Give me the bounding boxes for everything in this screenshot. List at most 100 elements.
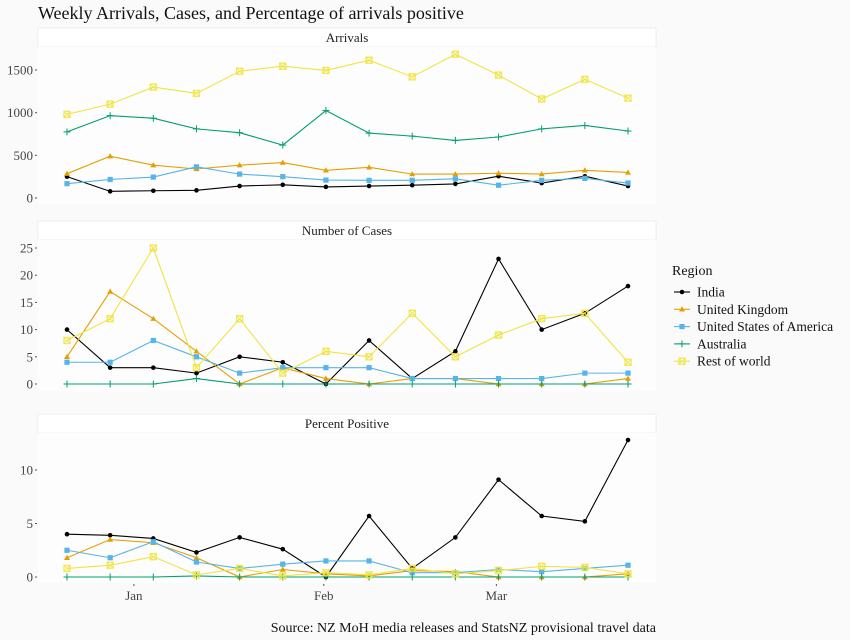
data-point	[149, 114, 157, 122]
data-point	[107, 532, 113, 538]
data-point	[107, 359, 113, 365]
data-point	[193, 559, 200, 565]
y-tick-label: 0	[27, 191, 34, 206]
data-point	[494, 71, 503, 79]
data-point	[495, 573, 503, 581]
data-point	[494, 566, 503, 575]
data-point	[194, 188, 199, 193]
data-point	[237, 535, 242, 540]
data-point	[582, 519, 588, 524]
data-point	[106, 100, 114, 108]
data-point	[237, 171, 243, 177]
plot-area	[38, 433, 656, 583]
series-line	[67, 378, 628, 385]
series-line	[67, 575, 628, 578]
data-point	[107, 288, 114, 294]
data-point	[624, 380, 632, 388]
data-point	[538, 125, 546, 133]
data-point	[151, 365, 156, 370]
data-point	[150, 162, 157, 168]
data-point	[280, 359, 286, 365]
data-point	[193, 164, 200, 170]
legend-title: Region	[672, 264, 712, 279]
data-point	[279, 566, 286, 572]
legend-item: India	[674, 285, 725, 300]
data-point	[149, 83, 158, 91]
data-point	[64, 531, 70, 537]
data-point	[581, 167, 588, 173]
data-point	[322, 380, 330, 388]
y-tick-label: 5	[27, 349, 34, 364]
data-point	[194, 550, 199, 555]
data-point	[322, 573, 330, 581]
data-point	[106, 380, 114, 388]
legend-label: United States of America	[697, 319, 833, 334]
caption: Source: NZ MoH media releases and StatsN…	[271, 621, 657, 636]
y-tick-label: 20	[20, 268, 33, 283]
data-point	[581, 75, 589, 84]
legend-item: Rest of world	[674, 354, 771, 369]
data-point	[365, 129, 373, 137]
data-point	[538, 573, 546, 581]
data-point	[495, 133, 503, 141]
data-point	[235, 67, 244, 75]
data-point	[625, 169, 631, 175]
data-point	[323, 365, 329, 371]
legend: Region India United Kingdom United States …	[672, 264, 833, 369]
legend-item: Australia	[674, 336, 747, 351]
series-line	[66, 109, 629, 146]
y-tick-label: 1000	[7, 105, 33, 120]
data-point	[624, 94, 632, 102]
data-point	[64, 170, 70, 176]
plot-area	[38, 240, 656, 391]
data-point	[537, 562, 546, 570]
data-point	[322, 569, 330, 577]
data-point	[279, 141, 287, 149]
data-point	[149, 573, 157, 581]
data-point	[106, 573, 114, 581]
data-point	[625, 375, 631, 381]
data-point	[408, 132, 416, 140]
series-line	[66, 246, 629, 374]
data-point	[192, 571, 201, 579]
series-line	[66, 155, 629, 175]
legend-key-marker	[678, 340, 686, 348]
data-point	[107, 153, 114, 159]
panel-3: Percent Positive 0 5 10	[20, 413, 657, 585]
data-point	[581, 573, 589, 581]
series-india	[64, 173, 631, 194]
x-tick-label: Jan	[125, 588, 143, 603]
data-point	[582, 175, 588, 181]
data-point	[538, 171, 545, 177]
data-point	[365, 353, 373, 361]
data-point	[408, 73, 416, 81]
series-line	[66, 175, 629, 192]
panel-1: Arrivals 0 500 1000 1500	[7, 27, 657, 206]
data-point	[496, 256, 501, 262]
chart-title: Weekly Arrivals, Cases, and Percentage o…	[38, 3, 464, 23]
data-point	[322, 66, 330, 75]
data-point	[236, 162, 243, 168]
data-point	[581, 563, 589, 572]
data-point	[322, 167, 329, 173]
data-point	[452, 176, 458, 182]
data-point	[150, 315, 157, 321]
data-point	[150, 539, 156, 545]
data-point	[322, 375, 329, 381]
data-point	[625, 437, 631, 443]
data-point	[280, 546, 286, 552]
data-point	[624, 127, 632, 135]
facet-strip-label: Arrivals	[326, 30, 369, 45]
data-point	[150, 174, 156, 180]
data-point	[64, 353, 70, 359]
x-tick-label: Mar	[486, 588, 508, 603]
y-tick-label: 15	[20, 295, 33, 310]
data-point	[408, 380, 416, 388]
legend-item: United States of America	[674, 319, 833, 334]
series-united-states-of-america	[64, 337, 631, 382]
data-point	[539, 327, 544, 332]
series-australia	[63, 107, 632, 149]
data-point	[280, 174, 286, 180]
data-point	[323, 558, 329, 564]
